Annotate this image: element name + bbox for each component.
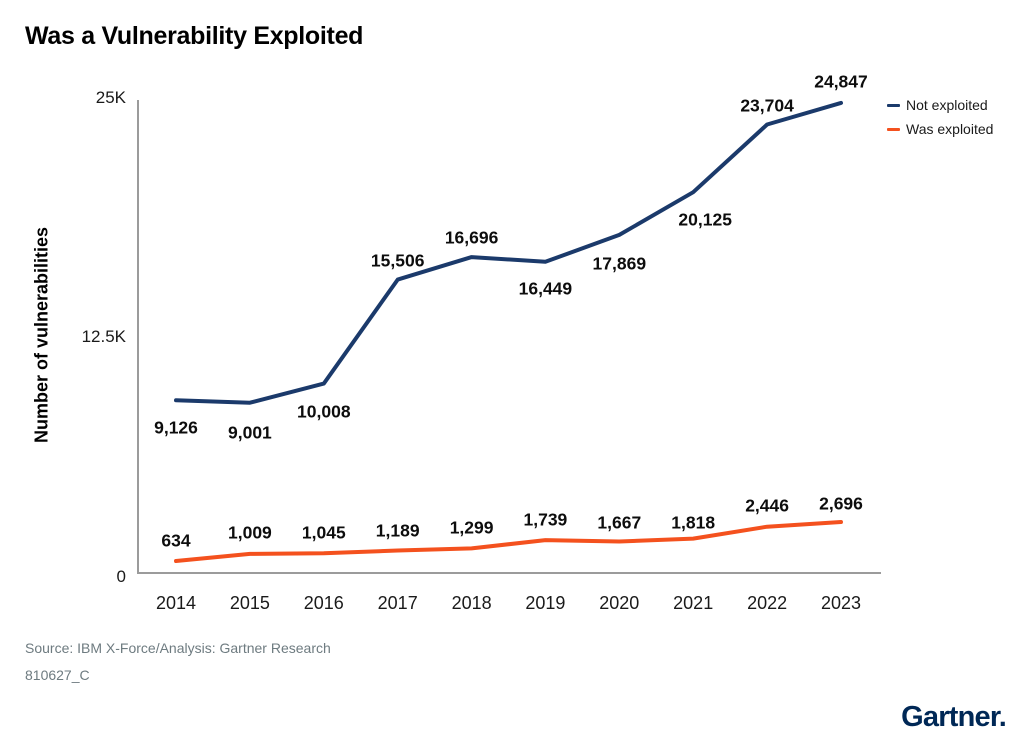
legend-swatch-not-exploited bbox=[887, 103, 900, 107]
gartner-logo: Gartner. bbox=[901, 701, 1007, 733]
data-label-was-exploited-2016: 1,045 bbox=[301, 522, 346, 543]
x-tick-2020: 2020 bbox=[599, 593, 640, 613]
data-label-was-exploited-2018: 1,299 bbox=[449, 517, 494, 538]
data-label-was-exploited-2015: 1,009 bbox=[227, 522, 272, 543]
data-label-was-exploited-2021: 1,818 bbox=[671, 512, 716, 533]
x-tick-2015: 2015 bbox=[229, 593, 270, 613]
x-tick-2018: 2018 bbox=[451, 593, 492, 613]
x-tick-2016: 2016 bbox=[303, 593, 344, 613]
data-label-was-exploited-2017: 1,189 bbox=[375, 520, 420, 540]
legend-item-was-exploited: Was exploited bbox=[887, 117, 993, 141]
data-label-was-exploited-2014: 634 bbox=[161, 530, 191, 551]
data-label-was-exploited-2023: 2,696 bbox=[819, 493, 863, 514]
legend-swatch-was-exploited bbox=[887, 127, 900, 131]
x-tick-2021: 2021 bbox=[673, 593, 714, 613]
y-tick-0: 0 bbox=[116, 567, 126, 586]
line-not-exploited bbox=[174, 100, 843, 405]
legend-label-not-exploited: Not exploited bbox=[906, 97, 988, 113]
source-note: Source: IBM X-Force/Analysis: Gartner Re… bbox=[25, 640, 331, 656]
x-tick-2019: 2019 bbox=[525, 593, 566, 613]
legend-label-was-exploited: Was exploited bbox=[906, 121, 994, 137]
data-label-not-exploited-2021: 20,125 bbox=[678, 209, 732, 230]
x-tick-2017: 2017 bbox=[377, 593, 418, 613]
data-label-not-exploited-2016: 10,008 bbox=[297, 401, 351, 422]
data-label-not-exploited-2014: 9,126 bbox=[154, 417, 198, 438]
y-tick-25k: 25K bbox=[95, 88, 126, 107]
document-id: 810627_C bbox=[25, 667, 90, 683]
data-label-was-exploited-2020: 1,667 bbox=[597, 512, 642, 532]
x-tick-2023: 2023 bbox=[820, 593, 862, 613]
data-label-not-exploited-2023: 24,847 bbox=[814, 71, 868, 92]
data-label-was-exploited-2019: 1,739 bbox=[523, 509, 568, 530]
data-label-was-exploited-2022: 2,446 bbox=[745, 495, 789, 516]
x-tick-2014: 2014 bbox=[155, 593, 197, 613]
data-label-not-exploited-2020: 17,869 bbox=[592, 253, 647, 274]
legend: Not exploited Was exploited bbox=[887, 93, 993, 141]
data-label-not-exploited-2019: 16,449 bbox=[518, 278, 573, 299]
y-tick-12-5k: 12.5K bbox=[81, 327, 126, 346]
data-label-not-exploited-2018: 16,696 bbox=[444, 227, 499, 248]
line-was-exploited bbox=[174, 520, 843, 563]
data-label-not-exploited-2017: 15,506 bbox=[370, 250, 425, 271]
x-tick-2022: 2022 bbox=[747, 593, 788, 613]
data-label-not-exploited-2022: 23,704 bbox=[740, 95, 794, 115]
data-label-not-exploited-2015: 9,001 bbox=[227, 422, 272, 443]
legend-item-not-exploited: Not exploited bbox=[887, 93, 993, 117]
chart-title: Was a Vulnerability Exploited bbox=[25, 22, 364, 50]
